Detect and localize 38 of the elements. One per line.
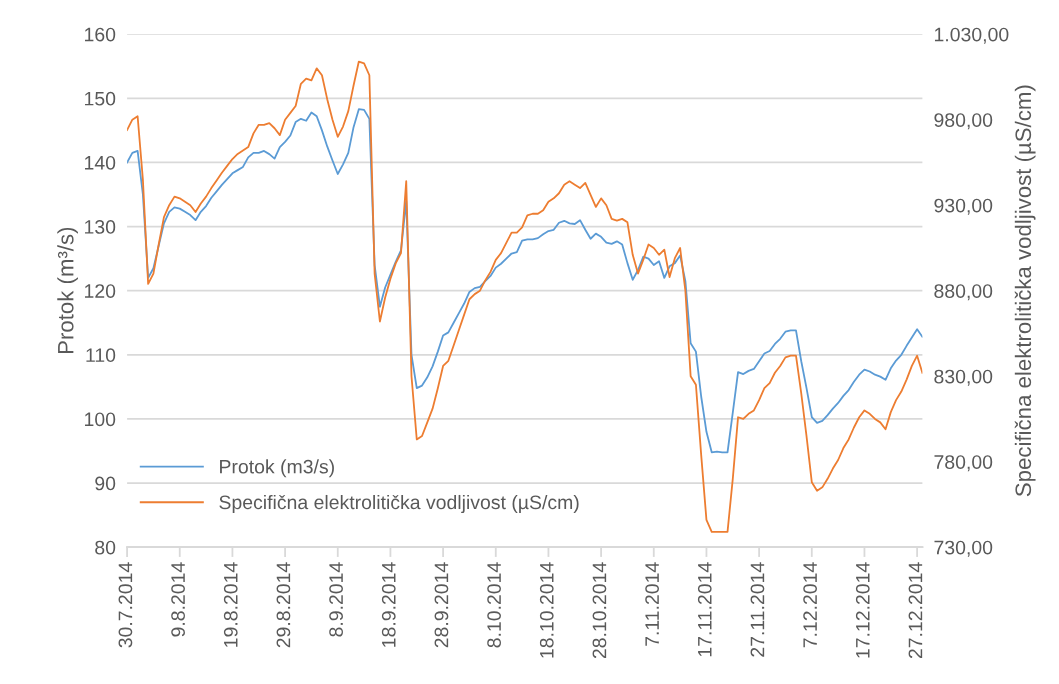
y-tick-label: 90	[95, 476, 116, 491]
y2-tick-label: 980,00	[934, 113, 993, 130]
y2-tick-label: 1.030,00	[934, 27, 1009, 44]
x-tick-label: 8.9.2014	[329, 562, 343, 637]
y-tick-label: 160	[85, 27, 116, 42]
y-tick-label: 150	[85, 91, 116, 106]
line-series	[127, 108, 923, 454]
legend-label: Specifična elektrolitička vodljivost (µS/cm)	[219, 494, 579, 514]
y-tick-label: 100	[85, 412, 116, 427]
x-tick-label: 17.11.2014	[697, 562, 712, 657]
y2-tick-label: 730,00	[934, 540, 993, 557]
y2-tick-label: 780,00	[934, 455, 993, 472]
y-tick-label: 80	[95, 540, 116, 555]
line-series	[127, 60, 923, 533]
x-tick-label: 29.8.2014	[276, 562, 291, 648]
x-tick-label: 18.10.2014	[539, 562, 554, 658]
x-tick-label: 7.12.2014	[803, 562, 817, 648]
x-tick-label: 18.9.2014	[381, 562, 396, 647]
x-tick-label: 7.11.2014	[645, 562, 659, 646]
y2-tick-label: 880,00	[934, 284, 993, 301]
y2-tick-label: 830,00	[934, 369, 993, 386]
y-tick-label: 140	[85, 155, 116, 170]
x-tick-label: 9.8.2014	[171, 562, 185, 637]
y-tick-label: 120	[85, 284, 116, 298]
x-tick-label: 30.7.2014	[118, 562, 133, 648]
y2-axis-title: Specifična elektrolitička vodljivost (µS/cm)	[1014, 85, 1036, 497]
y-tick-label: 130	[85, 220, 116, 234]
y-axis-title: Protok (m³/s)	[57, 227, 78, 354]
legend-label: Protok (m3/s)	[220, 459, 334, 478]
x-tick-label: 28.9.2014	[434, 562, 449, 648]
x-tick-label: 27.11.2014	[750, 562, 765, 657]
y2-tick-label: 930,00	[934, 198, 993, 215]
x-tick-label: 8.10.2014	[487, 562, 501, 648]
x-tick-label: 17.12.2014	[855, 562, 870, 658]
x-tick-label: 19.8.2014	[223, 562, 238, 647]
y-tick-label: 110	[86, 348, 116, 363]
x-tick-label: 28.10.2014	[592, 562, 607, 659]
x-tick-label: 27.12.2014	[908, 562, 923, 659]
